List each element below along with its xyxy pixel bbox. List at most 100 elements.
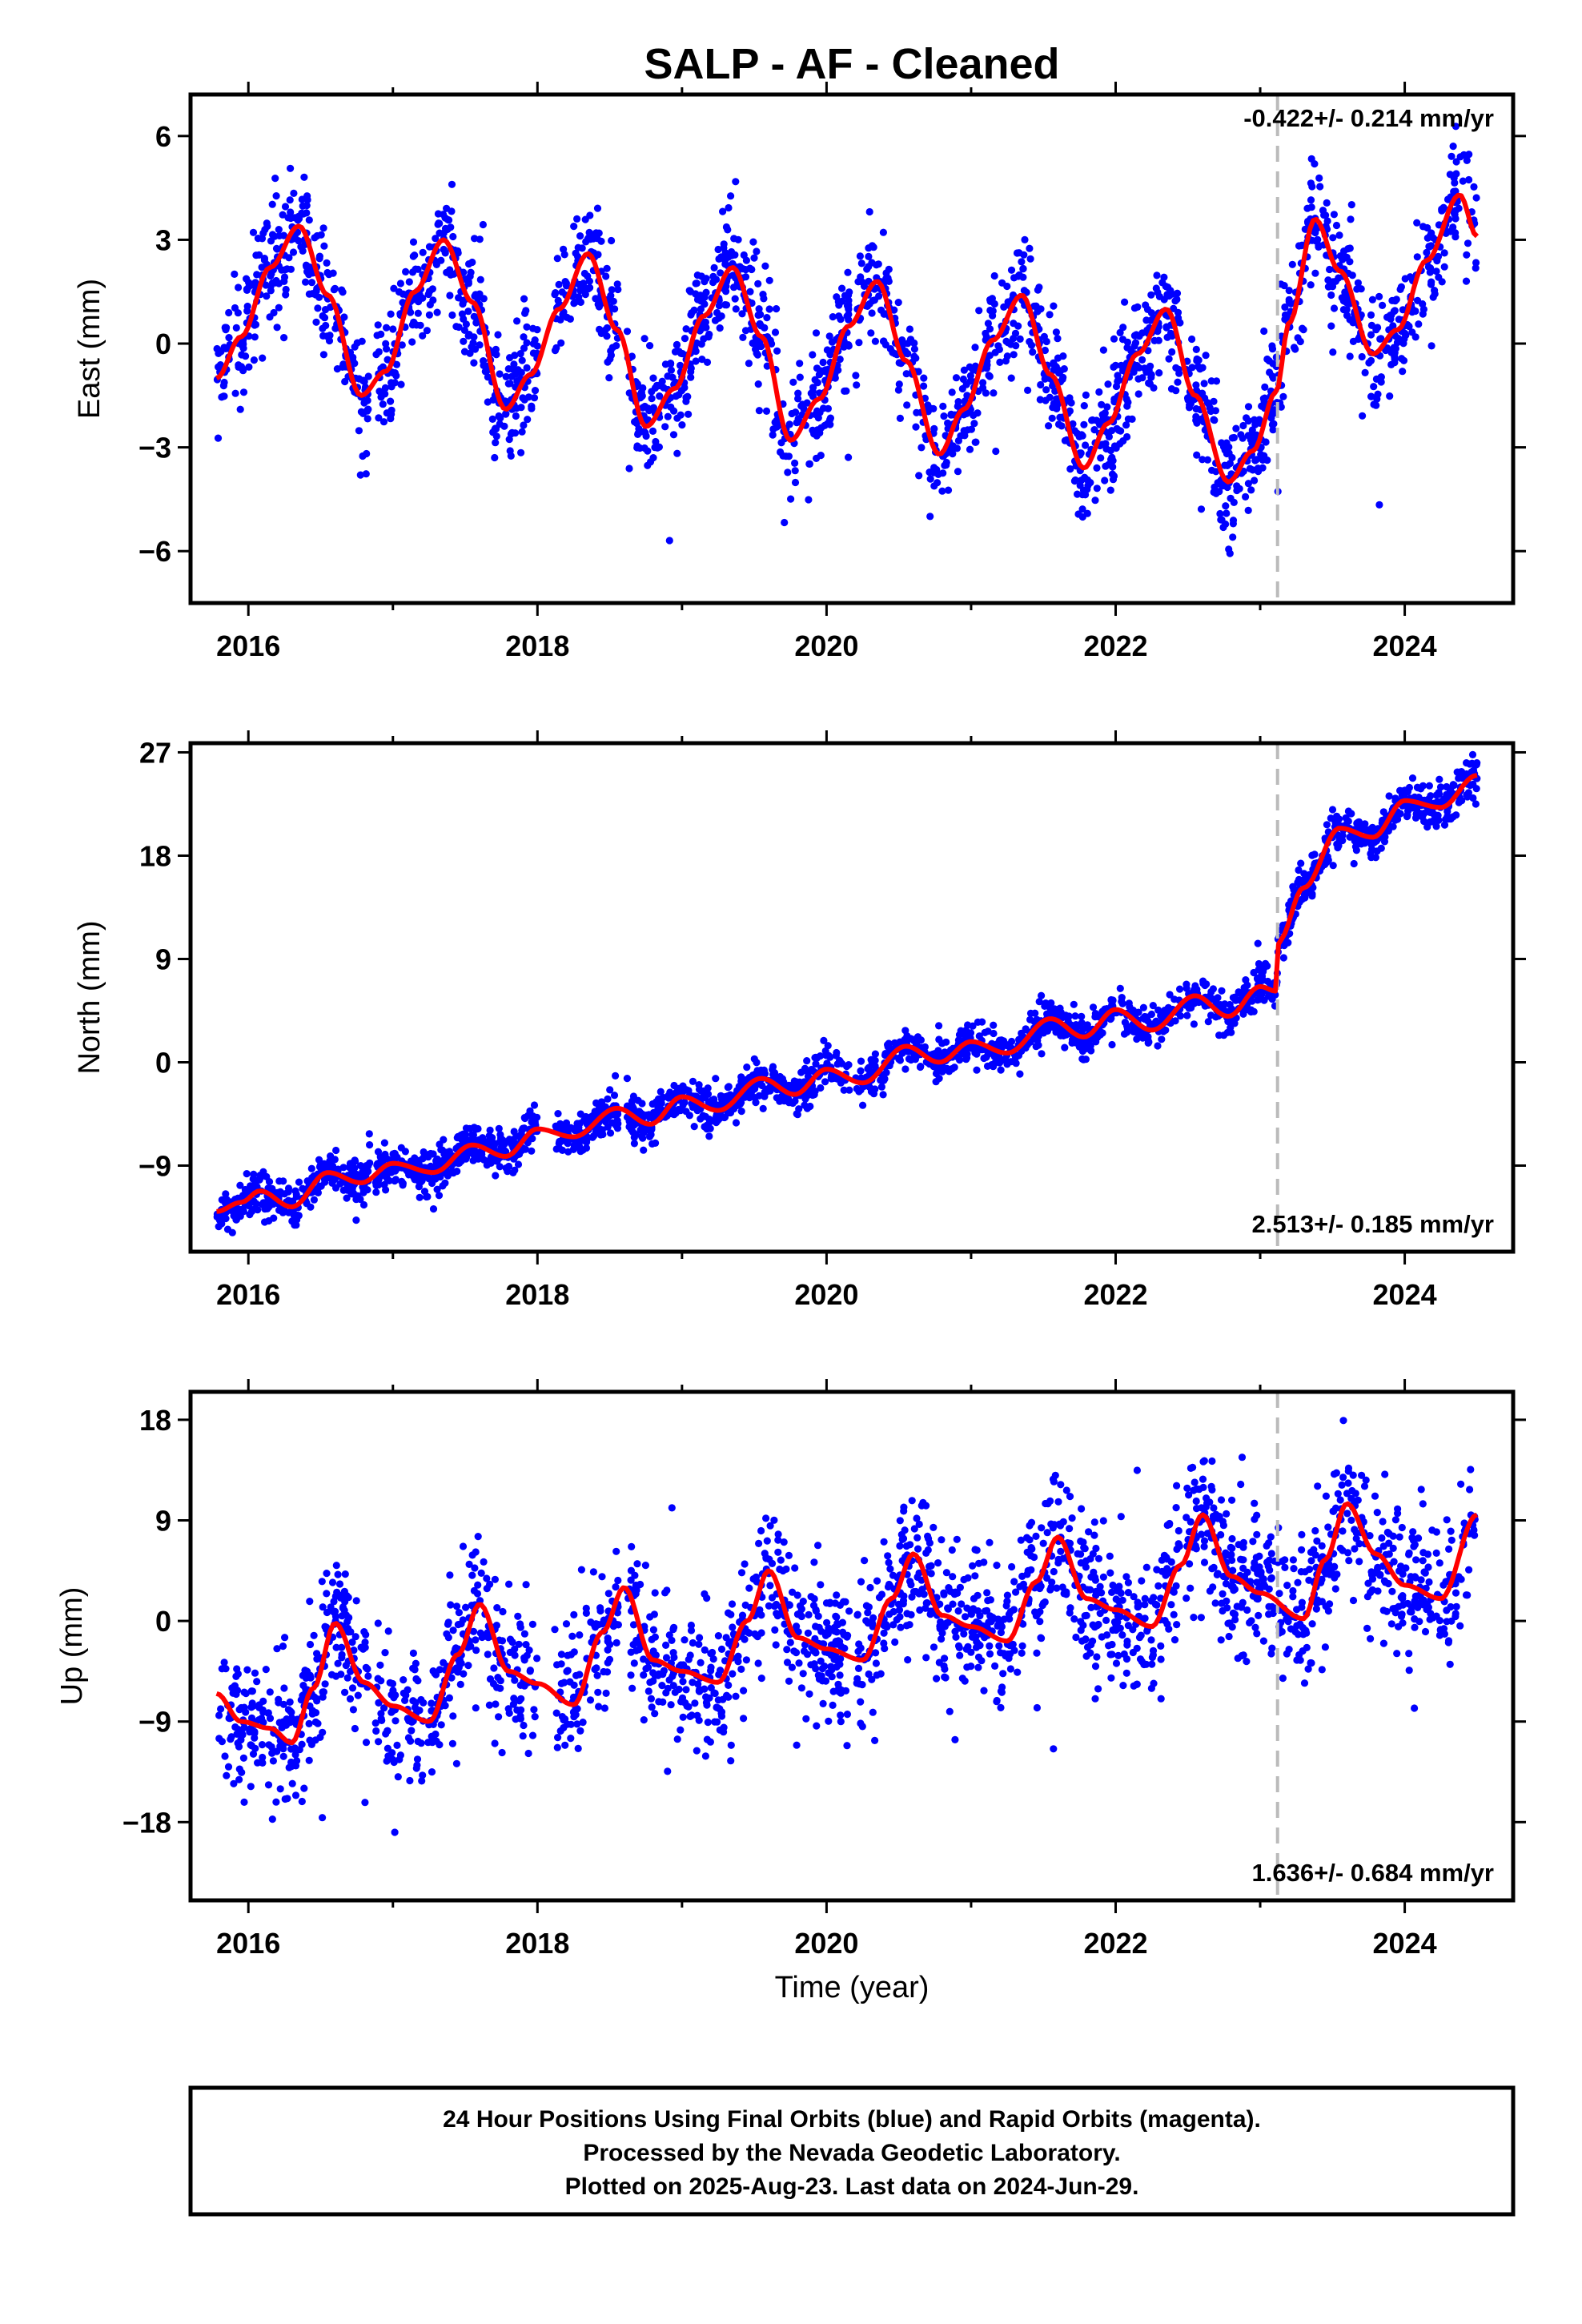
east-point — [479, 220, 488, 229]
east-point — [812, 329, 821, 337]
up-point — [949, 1600, 957, 1608]
north-point — [1242, 976, 1250, 984]
east-point — [1055, 369, 1063, 377]
north-point — [754, 1070, 762, 1078]
north-point — [307, 1164, 315, 1172]
east-point — [476, 275, 484, 283]
east-point — [1110, 335, 1118, 343]
east-point — [528, 404, 536, 412]
east-point — [468, 343, 476, 351]
up-point — [364, 1672, 372, 1680]
east-point — [766, 336, 774, 344]
east-point — [551, 347, 560, 355]
north-point — [484, 1157, 492, 1165]
north-point — [263, 1204, 271, 1212]
east-point — [595, 303, 604, 311]
north-point — [1012, 1059, 1020, 1068]
east-point — [917, 444, 926, 452]
north-point — [510, 1128, 518, 1136]
east-point — [1106, 446, 1114, 455]
east-point — [781, 518, 789, 527]
up-point — [922, 1654, 930, 1662]
north-point — [415, 1183, 424, 1191]
north-point — [695, 1085, 704, 1093]
east-point — [1219, 523, 1227, 532]
north-point — [1427, 792, 1435, 800]
north-point — [514, 1160, 523, 1168]
north-point — [509, 1136, 517, 1144]
north-point — [336, 1180, 344, 1188]
east-point — [1192, 381, 1200, 389]
east-point — [644, 404, 652, 412]
north-point — [243, 1170, 251, 1178]
north-point — [934, 1047, 942, 1055]
north-point — [1158, 1035, 1166, 1043]
east-point — [523, 323, 531, 331]
east-point — [791, 459, 799, 468]
east-point — [612, 342, 620, 350]
east-point — [512, 412, 520, 420]
north-point — [222, 1190, 230, 1198]
north-point — [853, 1084, 861, 1093]
east-point — [1192, 404, 1200, 413]
east-point — [685, 410, 693, 418]
east-point — [1315, 174, 1323, 182]
east-point — [693, 296, 702, 304]
east-point — [290, 189, 298, 197]
east-point — [359, 409, 367, 417]
north-point — [424, 1192, 432, 1200]
east-point — [319, 224, 327, 232]
north-point — [239, 1192, 247, 1200]
east-point — [259, 354, 267, 362]
east-point — [1370, 383, 1378, 391]
east-point — [1462, 277, 1471, 285]
east-point — [1451, 179, 1459, 187]
east-point — [379, 400, 387, 408]
east-point — [379, 363, 387, 371]
east-point — [1123, 344, 1131, 352]
east-point — [1207, 377, 1215, 385]
east-point — [551, 291, 559, 299]
east-point — [516, 350, 524, 358]
east-point — [231, 270, 239, 278]
east-point — [1343, 305, 1351, 314]
up-point — [1043, 1529, 1051, 1537]
east-point — [841, 387, 849, 395]
north-point — [736, 1100, 745, 1108]
east-point — [710, 263, 718, 271]
east-point — [765, 305, 773, 313]
north-point — [324, 1173, 332, 1181]
east-point — [787, 495, 795, 503]
east-point — [1134, 390, 1142, 398]
east-point — [773, 347, 781, 355]
north-point — [685, 1087, 693, 1095]
north-point — [1042, 999, 1050, 1007]
east-point — [1153, 271, 1161, 279]
east-point — [974, 409, 982, 417]
north-point — [1107, 995, 1115, 1004]
east-point — [444, 215, 452, 223]
east-point — [1263, 456, 1271, 464]
east-point — [471, 292, 479, 300]
east-point — [494, 331, 502, 339]
east-point — [704, 332, 713, 340]
east-point — [1419, 310, 1427, 318]
north-point — [606, 1086, 614, 1094]
east-point — [267, 237, 275, 245]
east-point — [1226, 460, 1234, 468]
east-point — [1109, 463, 1117, 471]
east-point — [258, 235, 267, 243]
east-point — [895, 380, 903, 388]
east-point — [682, 393, 690, 401]
east-point — [1111, 361, 1120, 369]
east-point — [323, 259, 331, 267]
north-point — [1418, 813, 1426, 821]
east-point — [425, 311, 434, 319]
east-point — [1280, 282, 1288, 290]
north-y-tick-label: 9 — [155, 943, 171, 975]
up-point — [1070, 1615, 1078, 1623]
north-point — [519, 1124, 527, 1132]
east-point — [1101, 476, 1109, 485]
north-point — [511, 1166, 519, 1174]
north-point — [843, 1063, 851, 1071]
